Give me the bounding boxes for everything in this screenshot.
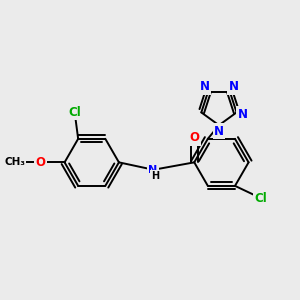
Text: N: N [214, 125, 224, 138]
Text: CH₃: CH₃ [4, 158, 25, 167]
Text: N: N [237, 108, 248, 121]
Text: N: N [229, 80, 238, 93]
Text: Cl: Cl [69, 106, 81, 119]
Text: N: N [148, 165, 158, 176]
Text: Cl: Cl [255, 192, 267, 205]
Text: H: H [151, 171, 159, 181]
Text: O: O [35, 156, 46, 169]
Text: N: N [200, 80, 209, 93]
Text: O: O [189, 131, 199, 144]
